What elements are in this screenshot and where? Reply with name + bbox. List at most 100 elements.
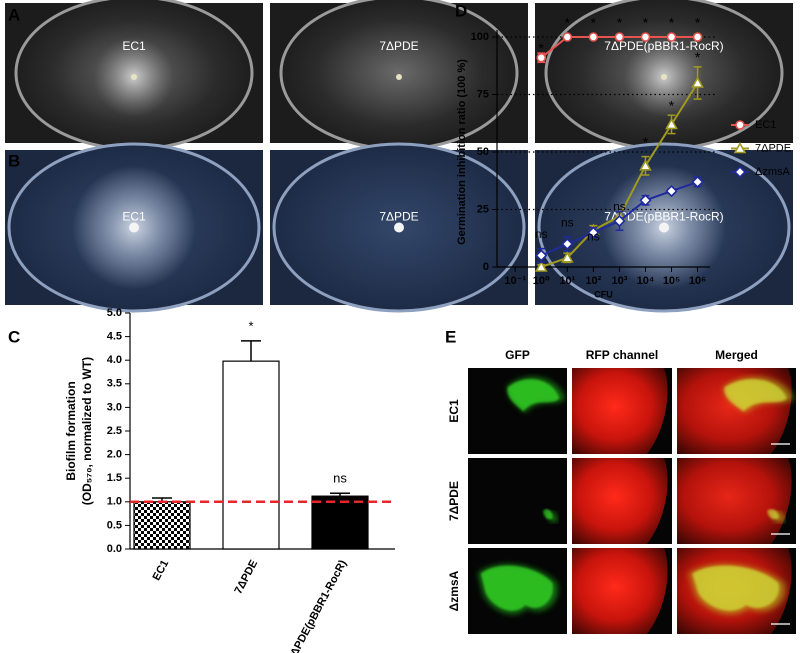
data-point (665, 184, 678, 198)
green-signal (767, 509, 785, 523)
y-axis-label: (OD₅₇₀, normalized to WT) (80, 357, 94, 505)
colony (129, 222, 139, 233)
plate-label: EC1 (122, 210, 146, 224)
micrograph (468, 458, 567, 544)
colony (394, 222, 404, 233)
annotation: ns (333, 471, 347, 486)
data-point (534, 260, 548, 272)
panel-letter: C (8, 327, 20, 346)
gfp-core (480, 565, 553, 611)
data-point (691, 76, 704, 88)
data-point (536, 52, 547, 63)
colony (661, 74, 667, 80)
column-header: GFP (505, 348, 530, 362)
x-tick-label: 10³ (611, 275, 627, 287)
red-tissue (572, 548, 668, 634)
micrograph (677, 458, 796, 544)
annotation: * (565, 15, 571, 31)
gfp-core (767, 509, 779, 520)
y-tick-label: 100 (471, 31, 489, 43)
red-tissue (572, 368, 668, 454)
annotation: * (539, 40, 545, 56)
column-header: RFP channel (586, 348, 658, 362)
data-point (639, 194, 652, 207)
data-point (587, 226, 600, 239)
plate-label: 7ΔPDE(pBBR1-RocR) (604, 210, 723, 224)
micrograph (468, 368, 567, 454)
legend-label: EC1 (755, 119, 776, 131)
colony (396, 74, 402, 80)
data-point (560, 251, 574, 263)
plate-label: 7ΔPDE (379, 210, 418, 224)
annotation: * (591, 15, 597, 31)
y-tick-label: 1.5 (107, 472, 122, 484)
colony (131, 74, 137, 80)
plate-label: 7ΔPDE(pBBR1-RocR) (604, 39, 723, 53)
gfp-core (692, 565, 779, 611)
bar (222, 360, 280, 550)
data-point (614, 32, 625, 42)
y-tick-label: 0 (483, 261, 489, 273)
x-tick-label: 10⁵ (663, 275, 680, 287)
y-tick-label: 5.0 (107, 307, 122, 319)
annotation: ns (613, 199, 626, 213)
x-tick-label: EC1 (151, 558, 172, 583)
x-tick-label: 10⁶ (689, 275, 706, 287)
y-axis-label: Germination inhibition ratio (100 %) (456, 59, 468, 245)
x-tick-label: 10² (585, 275, 601, 287)
data-point (561, 237, 574, 251)
y-tick-label: 50 (477, 146, 489, 158)
micrograph (572, 548, 672, 634)
x-tick-label: 7ΔPDE(pBBR1-RocR) (286, 558, 350, 653)
y-tick-label: 75 (477, 88, 489, 100)
x-tick-label: 10⁴ (637, 275, 655, 287)
annotation: * (643, 134, 649, 150)
y-tick-label: 0.0 (107, 543, 122, 555)
data-point (665, 117, 678, 130)
annotation: ns (587, 229, 600, 243)
panel-letter: D (455, 1, 467, 20)
green-signal (507, 376, 566, 413)
data-point (666, 32, 677, 42)
row-label: EC1 (447, 399, 461, 423)
x-tick-label: 7ΔPDE (232, 558, 260, 596)
y-tick-label: 0.5 (107, 519, 122, 531)
panel-letter: A (8, 5, 20, 24)
data-point (735, 120, 745, 130)
annotation: * (669, 15, 675, 31)
bar (311, 495, 369, 550)
y-tick-label: 4.5 (107, 331, 122, 343)
data-point (691, 175, 704, 189)
annotation: * (669, 97, 675, 113)
y-tick-label: 2.0 (107, 449, 122, 461)
annotation: * (695, 49, 701, 65)
panel-letter: E (445, 327, 456, 346)
data-point (640, 32, 651, 42)
red-tissue (677, 458, 792, 544)
data-point (639, 159, 652, 171)
red-tissue (572, 458, 668, 544)
data-point (613, 214, 626, 228)
plate-label: EC1 (122, 39, 146, 53)
green-signal (543, 509, 558, 523)
legend-label: ΔzmsA (755, 166, 791, 178)
data-point (733, 141, 747, 154)
row-label: 7ΔPDE (447, 481, 461, 521)
data-point (692, 32, 703, 42)
micrograph (468, 548, 567, 634)
legend-label: 7ΔPDE (755, 142, 791, 154)
green-signal (688, 564, 786, 615)
y-axis-label: Biofilm formation (64, 381, 78, 480)
y-tick-label: 2.5 (107, 425, 122, 437)
x-tick-label: 10⁰ (533, 275, 550, 287)
annotation: ns (561, 215, 574, 229)
data-point (562, 32, 573, 42)
x-tick-label: 10¹ (559, 275, 575, 287)
micrograph (572, 458, 672, 544)
green-signal (477, 564, 558, 615)
x-axis-label: CFU (594, 289, 613, 299)
annotation: ns (535, 227, 548, 241)
y-tick-label: 1.0 (107, 496, 122, 508)
micrograph-background (468, 458, 567, 544)
